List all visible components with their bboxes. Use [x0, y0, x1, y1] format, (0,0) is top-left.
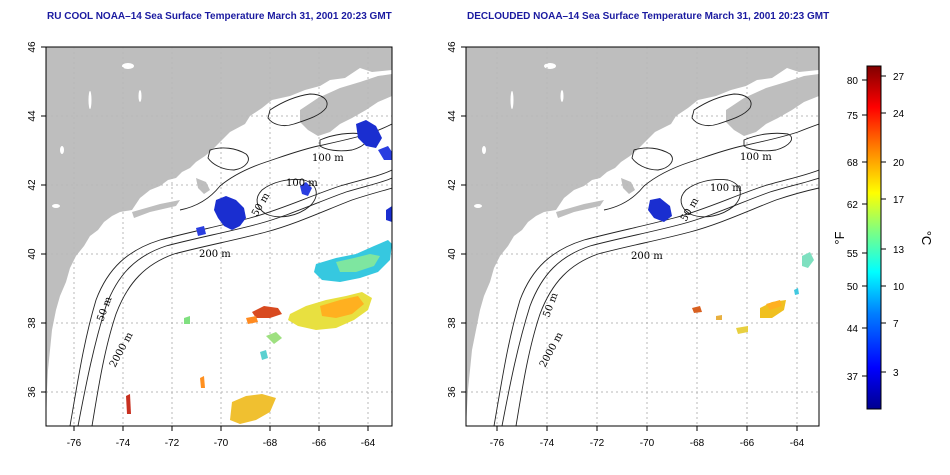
sst-cold-patches — [648, 198, 672, 222]
x-tick-label: -74 — [540, 438, 555, 449]
y-tick-label: 46 — [447, 41, 458, 53]
x-tick-label: -64 — [361, 438, 376, 449]
y-tick-label: 44 — [27, 110, 38, 122]
y-tick-label: 40 — [447, 248, 458, 260]
fahrenheit-tick: 75 — [847, 111, 859, 122]
land-mass — [466, 47, 819, 426]
y-tick-label: 36 — [447, 386, 458, 398]
x-tick-label: -76 — [490, 438, 505, 449]
long-island — [132, 200, 180, 218]
fahrenheit-unit-label: °F — [832, 231, 847, 244]
cape-cod — [621, 178, 635, 194]
nova-scotia — [300, 74, 392, 136]
y-tick-label: 38 — [447, 317, 458, 329]
x-tick-label: -66 — [312, 438, 327, 449]
contour-label-100m-b: 100 m — [710, 183, 742, 194]
temperature-colorbar: 80 75 68 62 55 50 44 37 27 24 20 17 13 1… — [832, 65, 934, 410]
nova-scotia — [726, 74, 819, 136]
fahrenheit-tick: 50 — [847, 282, 859, 293]
celsius-tick: 7 — [893, 319, 899, 330]
fahrenheit-tick: 62 — [847, 200, 859, 211]
inland-lakes — [474, 63, 564, 208]
land-mass — [46, 47, 392, 426]
contour-label-100m-a: 100 m — [740, 152, 772, 163]
contour-label-100m-b: 100 m — [286, 178, 318, 189]
y-tick-label: 46 — [27, 41, 38, 53]
contour-label-100m-a: 100 m — [312, 153, 344, 164]
left-sst-map: 100 m 100 m 50 m 200 m 50 m 2000 m -76 -… — [27, 41, 393, 449]
right-map-title: DECLOUDED NOAA–14 Sea Surface Temperatur… — [467, 11, 830, 22]
x-tick-label: -70 — [214, 438, 229, 449]
celsius-tick: 10 — [893, 282, 905, 293]
sst-warm-patches — [692, 252, 814, 334]
contour-label-200m: 200 m — [631, 251, 663, 262]
celsius-tick: 13 — [893, 245, 905, 256]
x-tick-label: -74 — [116, 438, 131, 449]
celsius-unit-label: °C — [919, 231, 934, 246]
x-tick-label: -66 — [740, 438, 755, 449]
y-tick-label: 40 — [27, 248, 38, 260]
celsius-tick: 27 — [893, 72, 905, 83]
x-tick-label: -70 — [640, 438, 655, 449]
contour-label-200m: 200 m — [199, 249, 231, 260]
fahrenheit-tick: 44 — [847, 324, 859, 335]
fahrenheit-tick: 37 — [847, 372, 859, 383]
right-axis-ticks — [461, 46, 798, 431]
right-sst-map: 100 m 100 m 50 m 200 m 50 m 2000 m -76 -… — [447, 41, 820, 449]
bathymetry-contours — [493, 93, 819, 426]
left-axis-ticks — [41, 46, 369, 431]
y-tick-label: 38 — [27, 317, 38, 329]
long-island — [556, 200, 604, 218]
x-tick-label: -72 — [165, 438, 180, 449]
left-map-title: RU COOL NOAA–14 Sea Surface Temperature … — [47, 11, 392, 22]
y-tick-label: 44 — [447, 110, 458, 122]
fahrenheit-tick: 68 — [847, 158, 859, 169]
celsius-tick: 17 — [893, 195, 905, 206]
celsius-tick: 24 — [893, 109, 905, 120]
lat-lon-grid — [466, 47, 819, 426]
cape-cod — [196, 178, 210, 194]
x-tick-label: -64 — [790, 438, 805, 449]
colorbar-gradient — [866, 65, 882, 410]
celsius-tick: 20 — [893, 158, 905, 169]
celsius-tick: 3 — [893, 368, 899, 379]
y-tick-label: 36 — [27, 386, 38, 398]
fahrenheit-tick: 55 — [847, 249, 859, 260]
x-tick-label: -72 — [590, 438, 605, 449]
lat-lon-grid — [46, 47, 392, 426]
sst-warm-patches — [126, 240, 392, 424]
y-tick-label: 42 — [447, 179, 458, 191]
x-tick-label: -76 — [67, 438, 82, 449]
y-tick-label: 42 — [27, 179, 38, 191]
x-tick-label: -68 — [263, 438, 278, 449]
sst-cold-patches — [196, 120, 392, 236]
x-tick-label: -68 — [690, 438, 705, 449]
fahrenheit-tick: 80 — [847, 76, 859, 87]
inland-lakes — [52, 63, 142, 208]
